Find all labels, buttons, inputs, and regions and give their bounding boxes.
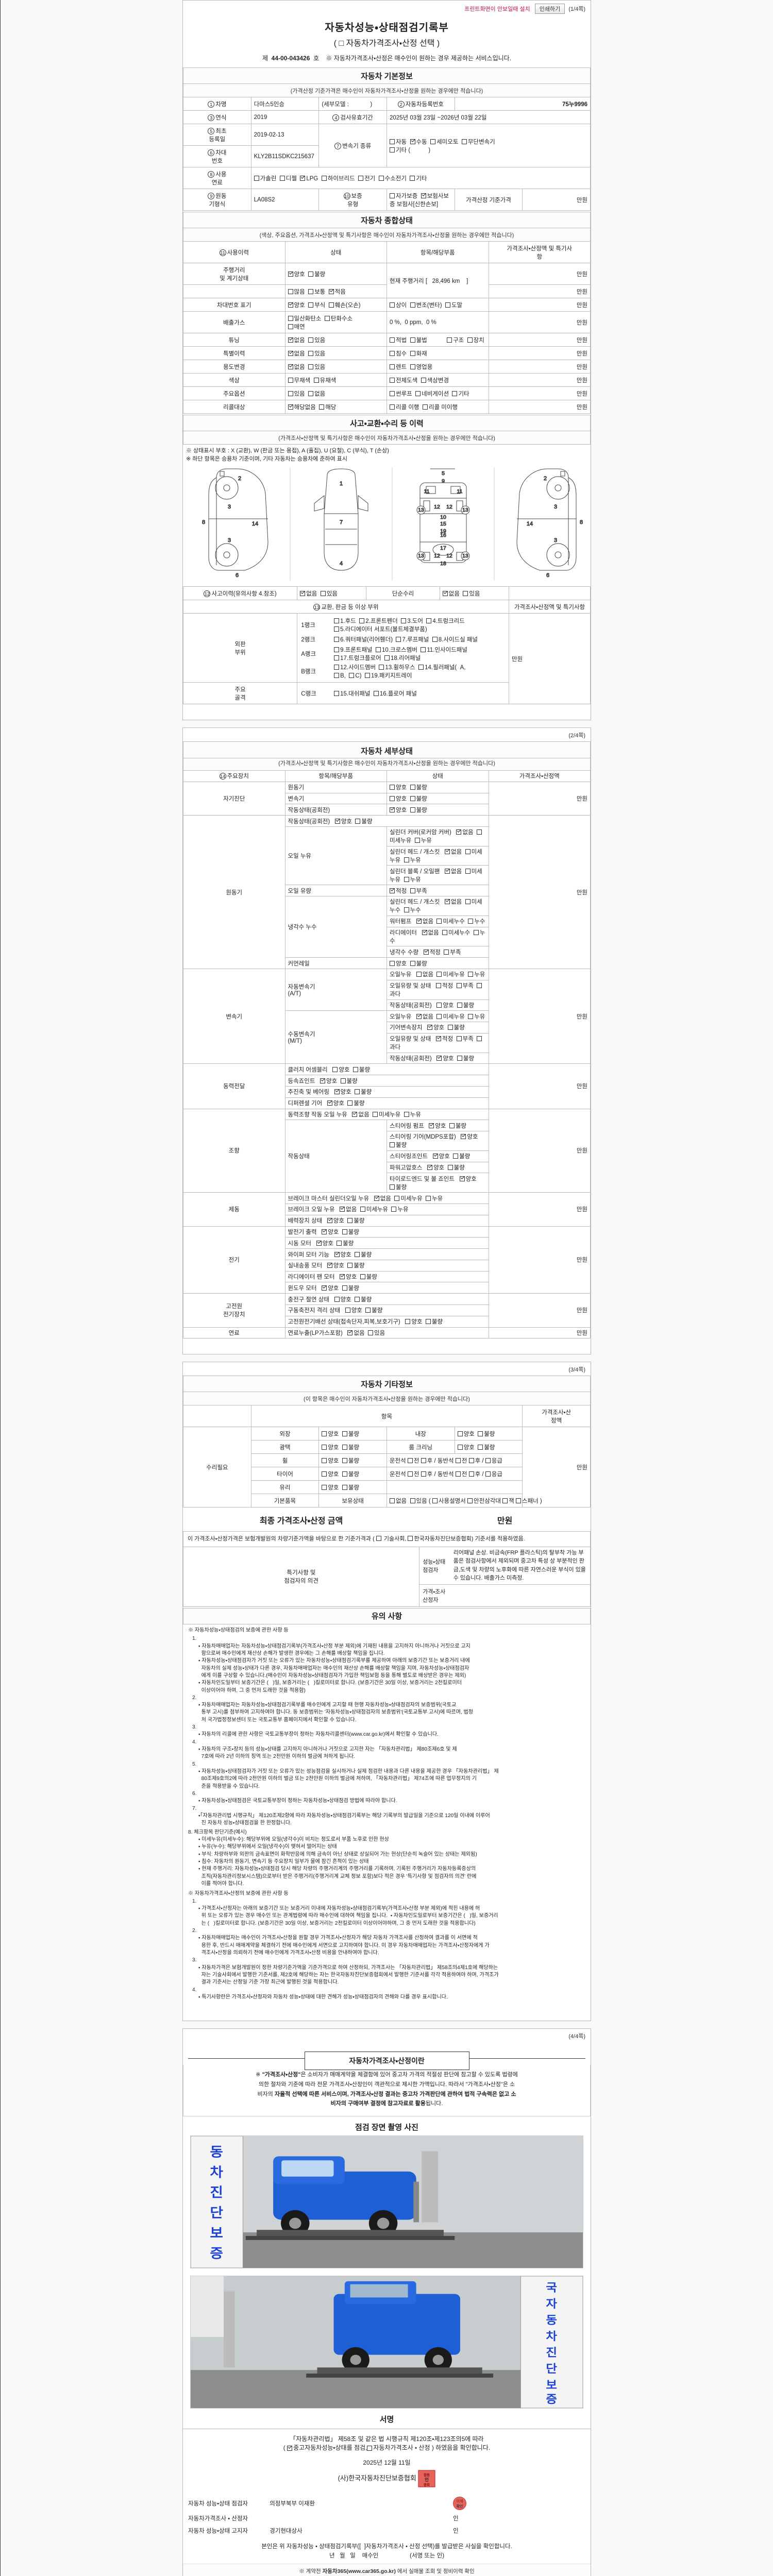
svg-text:증: 증 [546, 2393, 557, 2405]
svg-text:18: 18 [440, 561, 446, 567]
svg-text:1: 1 [340, 481, 343, 487]
svg-text:10: 10 [440, 514, 446, 520]
svg-text:4: 4 [340, 561, 343, 567]
svg-text:국: 국 [546, 2281, 557, 2294]
svg-text:2: 2 [238, 476, 241, 482]
svg-text:2: 2 [544, 476, 547, 482]
svg-text:11: 11 [457, 488, 463, 495]
svg-text:단: 단 [546, 2363, 557, 2375]
svg-text:13: 13 [418, 507, 424, 513]
svg-text:11: 11 [424, 488, 430, 495]
svg-text:9: 9 [442, 478, 445, 484]
svg-text:14: 14 [252, 521, 258, 527]
svg-text:8: 8 [580, 519, 583, 526]
svg-text:차: 차 [546, 2330, 557, 2343]
svg-text:3: 3 [228, 504, 231, 510]
svg-text:12: 12 [434, 553, 440, 559]
svg-text:5: 5 [442, 470, 445, 477]
svg-text:19: 19 [440, 528, 446, 534]
svg-text:진: 진 [546, 2346, 557, 2359]
svg-text:동: 동 [210, 2144, 223, 2159]
svg-text:3: 3 [554, 504, 557, 510]
svg-text:증: 증 [210, 2246, 223, 2261]
svg-text:14: 14 [527, 521, 533, 527]
svg-text:13: 13 [418, 553, 424, 559]
svg-text:인: 인 [425, 2477, 429, 2482]
svg-text:증회: 증회 [424, 2482, 430, 2487]
svg-text:6: 6 [546, 572, 549, 579]
svg-text:3: 3 [554, 537, 557, 544]
svg-text:7: 7 [340, 519, 343, 526]
svg-text:보: 보 [546, 2379, 557, 2391]
svg-text:8: 8 [202, 519, 205, 526]
svg-text:12: 12 [434, 504, 440, 510]
svg-text:동: 동 [546, 2314, 557, 2326]
svg-text:15: 15 [440, 521, 446, 527]
svg-text:협동: 협동 [424, 2472, 430, 2477]
svg-text:12: 12 [446, 504, 452, 510]
svg-text:13: 13 [462, 507, 468, 513]
svg-text:자: 자 [546, 2298, 557, 2310]
svg-text:6: 6 [236, 572, 239, 579]
svg-text:차: 차 [210, 2165, 223, 2180]
svg-text:진: 진 [210, 2185, 223, 2200]
svg-text:12: 12 [446, 553, 452, 559]
svg-text:보: 보 [210, 2226, 223, 2241]
svg-text:17: 17 [440, 545, 446, 551]
svg-text:단: 단 [210, 2206, 223, 2221]
svg-text:3: 3 [228, 537, 231, 544]
svg-text:13: 13 [462, 553, 468, 559]
